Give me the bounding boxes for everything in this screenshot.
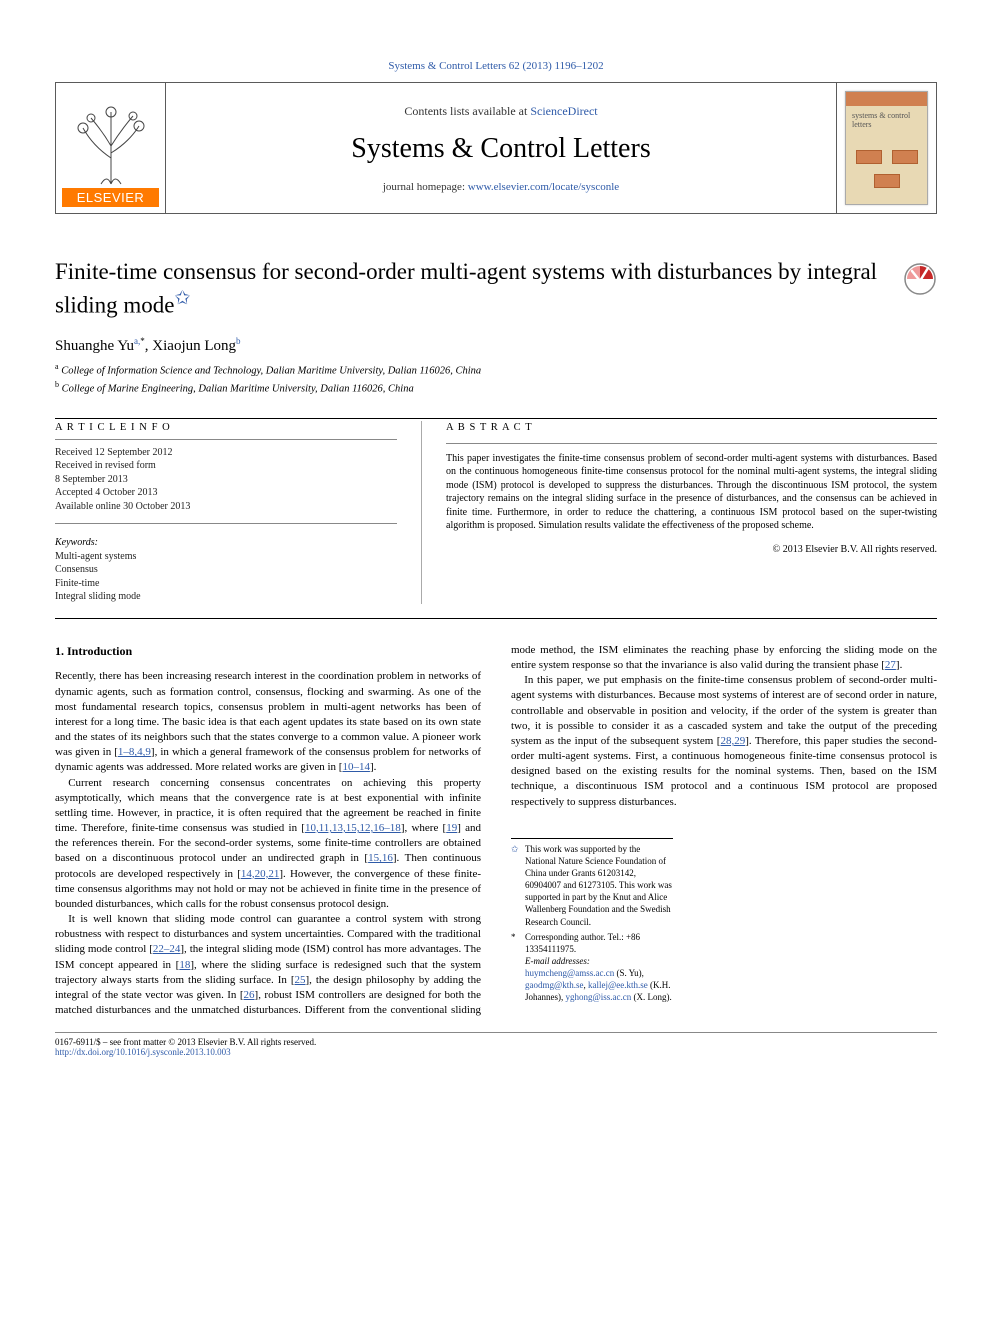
- sciencedirect-link[interactable]: ScienceDirect: [530, 104, 597, 118]
- ref-link[interactable]: 25: [295, 974, 306, 986]
- affiliation-b: b College of Marine Engineering, Dalian …: [55, 379, 937, 397]
- keyword-3: Finite-time: [55, 577, 397, 591]
- authors-line: Shuanghe Yua,*, Xiaojun Longb: [55, 336, 937, 355]
- section-1-heading: 1. Introduction: [55, 643, 481, 660]
- abstract-head: A B S T R A C T: [446, 421, 937, 435]
- title-row: Finite-time consensus for second-order m…: [55, 258, 937, 320]
- author-2-aff: b: [236, 336, 241, 346]
- email-footnote: E-mail addresses: huymcheng@amss.ac.cn (…: [511, 955, 673, 1004]
- ref-link[interactable]: 22–24: [153, 943, 181, 955]
- journal-cover-cell: systems & control letters: [836, 83, 936, 213]
- history-available: Available online 30 October 2013: [55, 500, 397, 514]
- abstract-block: A B S T R A C T This paper investigates …: [421, 421, 937, 604]
- ref-link[interactable]: 26: [244, 989, 255, 1001]
- cover-block: [856, 150, 882, 164]
- footnote-spacer: [511, 955, 525, 1004]
- ai-left-rule-2: [55, 523, 397, 524]
- homepage-prefix: journal homepage:: [383, 181, 468, 193]
- running-head-link[interactable]: Systems & Control Letters 62 (2013) 1196…: [388, 60, 603, 72]
- crossmark-badge[interactable]: [903, 262, 937, 296]
- elsevier-logo: ELSEVIER: [62, 89, 159, 207]
- crossmark-icon: [903, 262, 937, 296]
- article-history: Received 12 September 2012 Received in r…: [55, 446, 397, 514]
- history-accepted: Accepted 4 October 2013: [55, 486, 397, 500]
- history-received: Received 12 September 2012: [55, 446, 397, 460]
- journal-cover-thumb[interactable]: systems & control letters: [845, 91, 928, 205]
- email-link[interactable]: huymcheng@amss.ac.cn: [525, 968, 614, 978]
- funding-footnote-text: This work was supported by the National …: [525, 843, 673, 928]
- ref-link[interactable]: 10,11,13,15,12,16–18: [305, 822, 401, 834]
- contents-prefix: Contents lists available at: [404, 104, 530, 118]
- ref-link[interactable]: 19: [446, 822, 457, 834]
- cover-block: [892, 150, 918, 164]
- journal-name: Systems & Control Letters: [351, 133, 650, 165]
- keyword-1: Multi-agent systems: [55, 550, 397, 564]
- publisher-label: ELSEVIER: [62, 188, 159, 207]
- footnote-asterisk-icon: *: [511, 931, 525, 955]
- abstract-text: This paper investigates the finite-time …: [446, 452, 937, 533]
- doi-link[interactable]: http://dx.doi.org/10.1016/j.sysconle.201…: [55, 1047, 231, 1057]
- ref-link[interactable]: 10–14: [342, 761, 370, 773]
- emails-label: E-mail addresses:: [525, 956, 590, 966]
- footnote-star-icon: ✩: [511, 843, 525, 928]
- journal-homepage-line: journal homepage: www.elsevier.com/locat…: [383, 181, 619, 193]
- cover-band: [846, 92, 927, 106]
- doi-block: 0167-6911/$ – see front matter © 2013 El…: [55, 1032, 937, 1057]
- history-revised-label: Received in revised form: [55, 459, 397, 473]
- ref-link[interactable]: 14,20,21: [241, 868, 280, 880]
- email-link[interactable]: gaodmg@kth.se: [525, 980, 584, 990]
- title-footnote-star-icon[interactable]: ✩: [174, 288, 190, 309]
- ref-link[interactable]: 1–8,4,9: [118, 746, 151, 758]
- footnotes: ✩ This work was supported by the Nationa…: [511, 838, 673, 1004]
- contents-available-line: Contents lists available at ScienceDirec…: [404, 104, 597, 119]
- funding-footnote: ✩ This work was supported by the Nationa…: [511, 843, 673, 928]
- author-1: Shuanghe Yu: [55, 338, 134, 354]
- corresponding-footnote: * Corresponding author. Tel.: +86 133541…: [511, 931, 673, 955]
- page: Systems & Control Letters 62 (2013) 1196…: [0, 0, 992, 1097]
- para-2: Current research concerning consensus co…: [55, 776, 481, 913]
- email-who: (S. Yu),: [617, 968, 644, 978]
- cover-title: systems & control letters: [852, 112, 921, 130]
- cover-diagram: [852, 144, 921, 194]
- email-list: E-mail addresses: huymcheng@amss.ac.cn (…: [525, 955, 673, 1004]
- masthead: ELSEVIER Contents lists available at Sci…: [55, 82, 937, 214]
- affiliations: a College of Information Science and Tec…: [55, 361, 937, 398]
- article-info-block: A R T I C L E I N F O Received 12 Septem…: [55, 419, 937, 619]
- abstract-rule: [446, 443, 937, 444]
- para-4: In this paper, we put emphasis on the fi…: [511, 673, 937, 810]
- corresponding-label: Corresponding author. Tel.: +86 13354111…: [525, 931, 673, 955]
- body-columns: 1. Introduction Recently, there has been…: [55, 643, 937, 1019]
- abstract-copyright: © 2013 Elsevier B.V. All rights reserved…: [446, 543, 937, 557]
- ai-left-rule: [55, 439, 397, 440]
- content-area: Systems & Control Letters 62 (2013) 1196…: [0, 0, 992, 1097]
- author-2: Xiaojun Long: [152, 338, 236, 354]
- front-matter-line: 0167-6911/$ – see front matter © 2013 El…: [55, 1037, 937, 1047]
- email-who: (X. Long).: [634, 992, 672, 1002]
- ref-link[interactable]: 18: [179, 959, 190, 971]
- journal-homepage-link[interactable]: www.elsevier.com/locate/sysconle: [468, 181, 619, 193]
- masthead-center: Contents lists available at ScienceDirec…: [166, 83, 836, 213]
- history-revised-date: 8 September 2013: [55, 473, 397, 487]
- ref-link[interactable]: 15,16: [368, 852, 393, 864]
- running-head: Systems & Control Letters 62 (2013) 1196…: [55, 60, 937, 72]
- keywords-heading: Keywords:: [55, 536, 397, 550]
- cover-block: [874, 174, 900, 188]
- ref-link[interactable]: 28,29: [720, 735, 745, 747]
- article-title: Finite-time consensus for second-order m…: [55, 258, 903, 320]
- elsevier-tree-icon: [63, 98, 159, 188]
- para-1: Recently, there has been increasing rese…: [55, 669, 481, 775]
- keyword-4: Integral sliding mode: [55, 590, 397, 604]
- ref-link[interactable]: 27: [885, 659, 896, 671]
- article-info-head: A R T I C L E I N F O: [55, 421, 397, 435]
- email-link[interactable]: kallej@ee.kth.se: [588, 980, 648, 990]
- affiliation-a: a College of Information Science and Tec…: [55, 361, 937, 379]
- article-info-left: A R T I C L E I N F O Received 12 Septem…: [55, 421, 421, 604]
- keyword-2: Consensus: [55, 563, 397, 577]
- email-link[interactable]: yghong@iss.ac.cn: [566, 992, 632, 1002]
- author-1-corresponding-star-icon[interactable]: *: [140, 336, 145, 346]
- publisher-logo-cell: ELSEVIER: [56, 83, 166, 213]
